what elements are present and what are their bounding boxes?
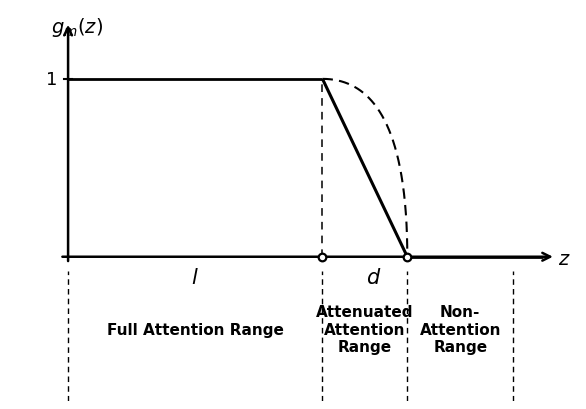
Text: Full Attention Range: Full Attention Range (107, 322, 284, 337)
Text: Non-
Attention
Range: Non- Attention Range (420, 305, 501, 355)
Text: 1: 1 (46, 71, 57, 89)
Text: $z$: $z$ (558, 250, 571, 268)
Text: Attenuated
Attention
Range: Attenuated Attention Range (316, 305, 414, 355)
Text: $l$: $l$ (192, 268, 199, 288)
Text: $g_m(z)$: $g_m(z)$ (51, 16, 103, 39)
Text: $d$: $d$ (366, 268, 381, 288)
